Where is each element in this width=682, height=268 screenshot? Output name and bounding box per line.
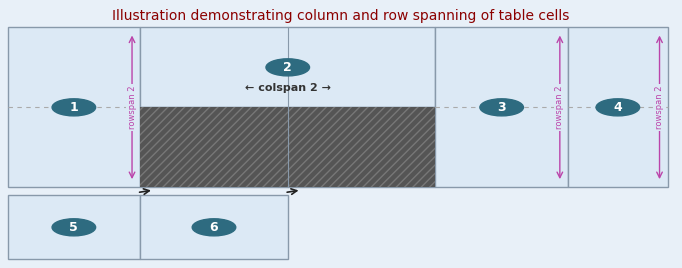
Text: 1: 1: [70, 101, 78, 114]
Circle shape: [596, 99, 640, 116]
Circle shape: [266, 59, 310, 76]
Bar: [140, 107, 435, 187]
Circle shape: [52, 99, 95, 116]
Bar: [8, 195, 140, 259]
Bar: [435, 27, 568, 187]
Text: 6: 6: [209, 221, 218, 234]
Circle shape: [480, 99, 523, 116]
Circle shape: [192, 219, 236, 236]
Text: rowspan 2: rowspan 2: [655, 85, 664, 129]
Bar: [140, 195, 288, 259]
Text: 4: 4: [614, 101, 622, 114]
Bar: [140, 107, 435, 187]
Text: 3: 3: [497, 101, 506, 114]
Text: ← colspan 2 →: ← colspan 2 →: [245, 83, 331, 93]
Text: rowspan 2: rowspan 2: [555, 85, 564, 129]
Text: rowspan 2: rowspan 2: [128, 85, 136, 129]
Circle shape: [52, 219, 95, 236]
Bar: [140, 27, 435, 107]
Text: 5: 5: [70, 221, 78, 234]
Bar: [8, 27, 140, 187]
Bar: [568, 27, 668, 187]
Text: 2: 2: [284, 61, 292, 74]
Text: Illustration demonstrating column and row spanning of table cells: Illustration demonstrating column and ro…: [113, 9, 569, 23]
